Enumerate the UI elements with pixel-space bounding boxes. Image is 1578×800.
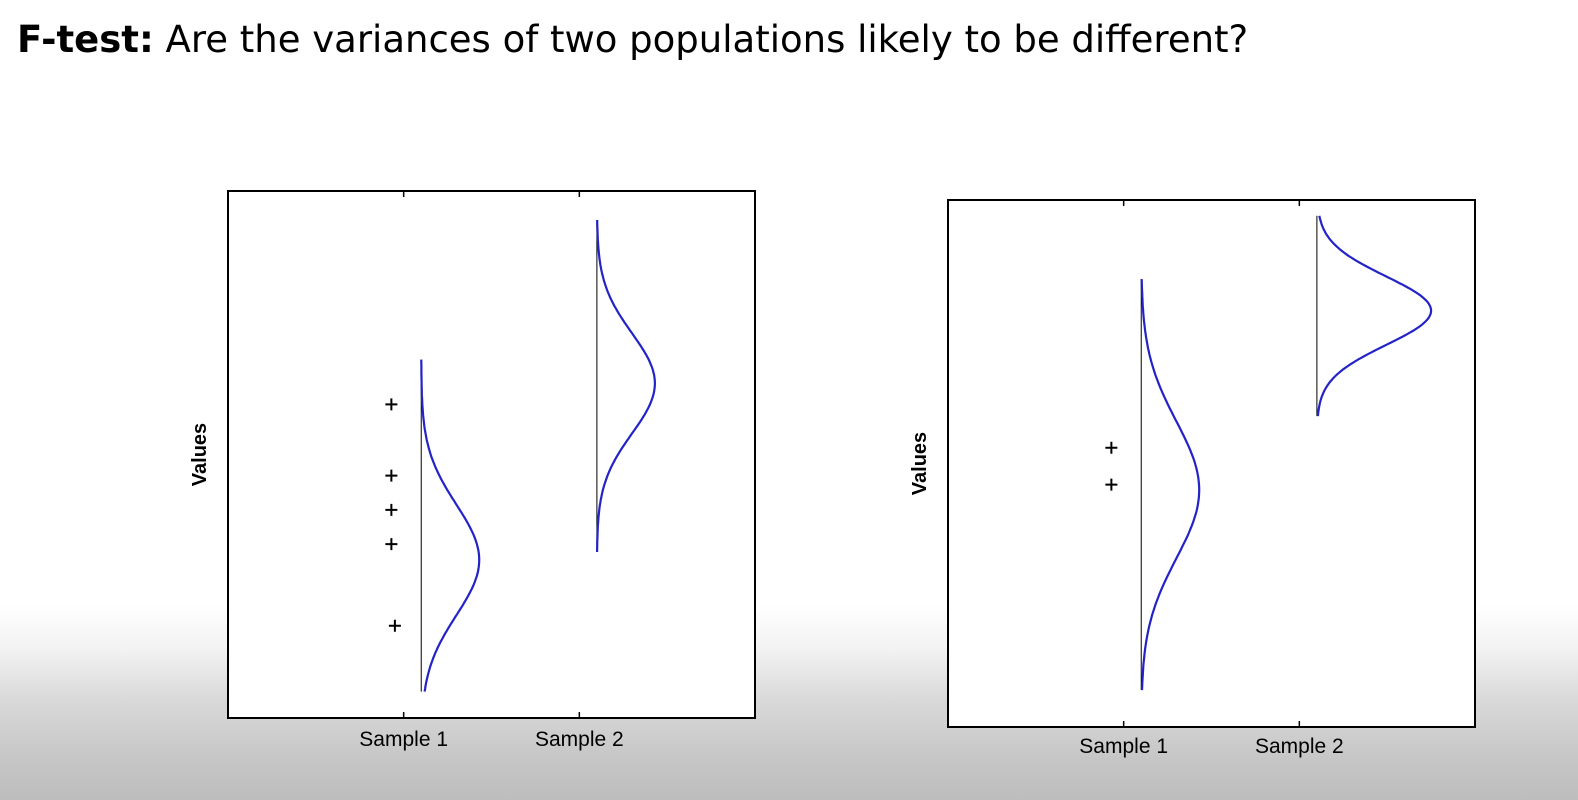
distribution-curve xyxy=(595,220,657,552)
observation-point xyxy=(1105,441,1118,454)
x-tick-label: Sample 2 xyxy=(535,728,624,751)
x-tick-label: Sample 1 xyxy=(1079,735,1168,758)
distribution-curve xyxy=(420,359,481,692)
observation-point xyxy=(385,398,398,411)
slide-title-question: Are the variances of two populations lik… xyxy=(153,18,1249,61)
y-axis-label: Values xyxy=(189,423,211,486)
x-tick-label: Sample 2 xyxy=(1255,735,1344,758)
observation-point xyxy=(1105,478,1118,491)
slide-title: F-test: Are the variances of two populat… xyxy=(17,18,1248,61)
y-axis-label: Values xyxy=(909,432,931,495)
observation-point xyxy=(385,469,398,482)
distribution-curve xyxy=(1140,279,1201,691)
observation-point xyxy=(388,619,401,632)
chart-left: Sample 1 Sample 2 Values xyxy=(189,190,756,751)
chart-right: Sample 1 Sample 2 Values xyxy=(909,199,1476,758)
x-tick-label: Sample 1 xyxy=(359,728,448,751)
plot-frame xyxy=(947,199,1476,728)
plot-frame xyxy=(227,190,756,719)
observation-point xyxy=(385,538,398,551)
observation-point xyxy=(385,503,398,516)
slide-title-label: F-test: xyxy=(17,18,154,61)
distribution-curve xyxy=(1316,215,1433,417)
